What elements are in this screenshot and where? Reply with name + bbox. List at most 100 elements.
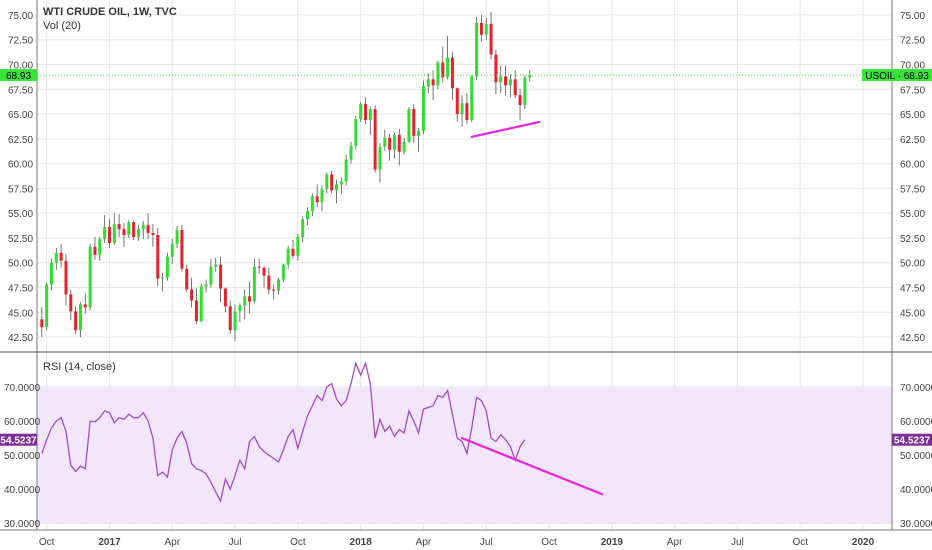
candle-body	[504, 76, 508, 86]
price-candle	[330, 170, 334, 194]
candle-body	[238, 305, 242, 312]
price-candle	[103, 215, 107, 243]
trendline	[470, 120, 541, 138]
candle-body	[412, 109, 416, 136]
candle-body	[214, 264, 218, 267]
candle-body	[436, 62, 440, 86]
price-candle	[136, 225, 140, 241]
price-candle	[426, 73, 430, 94]
candle-body	[310, 196, 314, 212]
last-price-label-right: USOIL · 68.93	[865, 71, 929, 82]
candle-body	[78, 304, 82, 331]
price-candle	[54, 247, 58, 270]
candle-body	[426, 79, 430, 87]
candle-body	[508, 79, 512, 86]
time-tick-label: Oct	[541, 537, 557, 548]
price-candle	[455, 87, 459, 122]
price-candle	[49, 258, 53, 291]
time-tick-label: Jul	[480, 537, 493, 548]
candle-body	[180, 230, 184, 269]
price-candle	[83, 293, 87, 314]
price-candle	[363, 97, 367, 124]
price-candle	[402, 137, 406, 155]
candle-body	[156, 234, 160, 279]
candle-body	[54, 252, 58, 263]
candle-body	[98, 238, 102, 255]
price-candle	[272, 284, 276, 300]
last-price-tag-right	[862, 69, 932, 82]
candle-body	[117, 224, 121, 230]
rsi-line	[41, 361, 526, 503]
price-candle	[306, 207, 310, 226]
candle-body	[296, 236, 300, 256]
time-tick-label: 2019	[601, 537, 624, 548]
candle-body	[421, 86, 425, 131]
price-candle	[281, 263, 285, 283]
candle-body	[233, 311, 237, 331]
rsi-value-tag-left	[0, 433, 37, 446]
candle-body	[64, 260, 68, 295]
rsi-band	[37, 387, 892, 524]
price-candle	[209, 258, 213, 288]
rsi-tick-label: 50.0000	[900, 451, 932, 462]
candle-body	[209, 266, 213, 285]
price-candle	[161, 272, 165, 292]
price-candle	[78, 302, 82, 338]
price-candle	[479, 14, 483, 42]
price-candles	[37, 11, 892, 342]
price-candle	[310, 193, 314, 217]
price-candle	[252, 258, 256, 304]
candle-body	[59, 252, 63, 261]
price-candle	[397, 128, 401, 166]
price-candle	[180, 225, 184, 272]
candle-body	[69, 294, 73, 312]
price-candle	[392, 132, 396, 159]
candle-body	[223, 288, 227, 307]
price-tick-label: 42.50	[900, 333, 925, 344]
candle-body	[306, 211, 310, 220]
candle-body	[194, 300, 198, 322]
price-candle	[407, 107, 411, 143]
price-candle	[219, 256, 223, 303]
candle-body	[460, 103, 464, 115]
price-candle	[378, 142, 382, 183]
candle-body	[136, 229, 140, 237]
price-candle	[185, 264, 189, 293]
candle-body	[272, 289, 276, 291]
price-candle	[436, 60, 440, 90]
rsi-value-label-left: 54.5237	[0, 436, 37, 447]
candle-body	[446, 57, 450, 78]
candle-body	[141, 225, 145, 230]
price-tick-label-left: 55.00	[8, 209, 33, 220]
price-candle	[45, 282, 49, 331]
price-candle	[315, 184, 319, 208]
price-tick-label: 75.00	[900, 11, 925, 22]
price-tick-label: 55.00	[900, 209, 925, 220]
chart-title-legend: WTI CRUDE OIL, 1W, TVC	[43, 6, 177, 18]
price-candle	[64, 253, 68, 306]
price-tick-label: 65.00	[900, 110, 925, 121]
candle-body	[455, 88, 459, 115]
price-candle	[170, 238, 174, 264]
candle-body	[349, 145, 353, 160]
candle-body	[291, 248, 295, 256]
price-candle	[112, 213, 116, 245]
price-candle	[262, 266, 266, 288]
price-candle	[513, 70, 517, 99]
candle-body	[378, 146, 382, 170]
candle-body	[417, 130, 421, 136]
price-candle	[421, 80, 425, 134]
candle-body	[257, 266, 261, 268]
price-candle	[475, 16, 479, 81]
candle-body	[228, 306, 232, 331]
price-candle	[494, 49, 498, 95]
time-tick-label: 2020	[852, 537, 875, 548]
time-tick-label: Jul	[229, 537, 242, 548]
price-tick-label: 67.50	[900, 85, 925, 96]
candle-body	[465, 103, 469, 120]
price-candle	[233, 304, 237, 342]
candle-body	[354, 119, 358, 146]
time-tick-label: 2018	[350, 537, 373, 548]
candle-body	[513, 79, 517, 96]
